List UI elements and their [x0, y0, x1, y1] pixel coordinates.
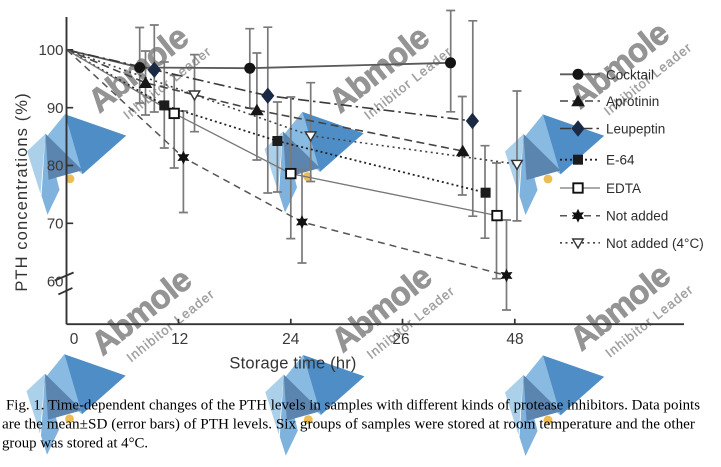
- svg-text:are the mean±SD (error bars) o: are the mean±SD (error bars) of PTH leve…: [2, 417, 695, 433]
- svg-text:100: 100: [38, 42, 63, 59]
- svg-text:48: 48: [506, 331, 523, 348]
- svg-text:PTH concentrations (%): PTH concentrations (%): [13, 92, 31, 291]
- svg-text:Aprotinin: Aprotinin: [606, 94, 659, 109]
- svg-text:70: 70: [47, 216, 64, 233]
- svg-text:24: 24: [282, 331, 300, 348]
- svg-text:Storage time (hr): Storage time (hr): [229, 355, 356, 373]
- svg-text:Cocktail: Cocktail: [606, 67, 654, 82]
- svg-text:0: 0: [70, 331, 79, 348]
- svg-text:12: 12: [171, 331, 188, 348]
- svg-text:26: 26: [392, 331, 409, 348]
- svg-text:60: 60: [47, 273, 64, 290]
- svg-text:90: 90: [47, 100, 64, 117]
- svg-text:EDTA: EDTA: [606, 181, 641, 196]
- svg-text:Not added (4°C): Not added (4°C): [606, 236, 704, 251]
- svg-text:Leupeptin: Leupeptin: [606, 122, 665, 137]
- svg-text:group was stored at 4°C.: group was stored at 4°C.: [2, 436, 148, 452]
- svg-text:80: 80: [47, 158, 64, 175]
- svg-text:Not added: Not added: [606, 209, 668, 224]
- svg-text:Fig. 1. Time-dependent changes: Fig. 1. Time-dependent changes of the PT…: [6, 398, 700, 414]
- svg-text:E-64: E-64: [606, 153, 635, 168]
